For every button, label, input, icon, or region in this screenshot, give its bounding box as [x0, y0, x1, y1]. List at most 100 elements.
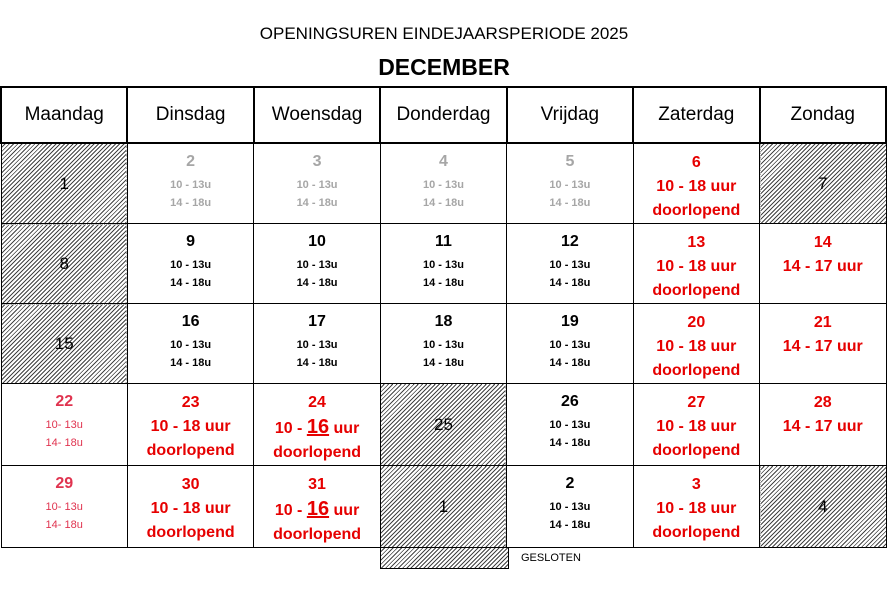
day-cell: 28 14 - 17 uur	[759, 383, 887, 466]
day-number: 29	[55, 475, 74, 492]
day-number: 3	[691, 476, 701, 493]
opening-hours: 10 - 13u	[296, 259, 338, 271]
opening-hours: 14 - 17 uur	[782, 418, 863, 435]
week-row: 1 2 10 - 13u 14 - 18u 3 10 - 13u 14 - 18u 4 10 -…	[0, 142, 887, 224]
day-cell: 8	[0, 223, 128, 304]
weekday-header: Zaterdag	[632, 86, 761, 144]
day-cell: 30 10 - 18 uur doorlopend	[126, 465, 255, 548]
opening-hours: doorlopend	[273, 444, 362, 461]
month-title: DECEMBER	[378, 54, 510, 80]
day-number: 19	[561, 313, 579, 330]
week-row: 29 10- 13u 14- 18u 30 10 - 18 uur doorlopend 3…	[0, 465, 887, 548]
opening-hours: doorlopend	[146, 442, 235, 459]
opening-hours: doorlopend	[652, 282, 741, 299]
day-cell: 6 10 - 18 uur doorlopend	[632, 142, 761, 224]
week-row: 8 9 10 - 13u 14 - 18u 10 10 - 13u 14 - 18u 11 10…	[0, 223, 887, 304]
weekday-header: Donderdag	[379, 86, 508, 144]
day-number: 28	[813, 394, 832, 411]
opening-hours: 10 - 16 uur	[254, 497, 379, 523]
opening-hours: 14 - 18u	[296, 357, 338, 369]
weekday-header: Woensdag	[252, 86, 382, 144]
day-cell: 20 10 - 18 uur doorlopend	[632, 303, 761, 384]
opening-hours: 10 - 13u	[170, 259, 212, 271]
day-cell: 5 10 - 13u 14 - 18u	[506, 142, 634, 224]
hours-unit: uur	[329, 420, 360, 437]
calendar-table: Maandag Dinsdag Woensdag Donderdag Vrijdag Za…	[0, 86, 888, 548]
day-number: 1	[59, 173, 69, 193]
day-number: 4	[439, 153, 448, 170]
opening-hours: 14 - 18u	[549, 357, 591, 369]
day-cell: 1	[379, 465, 508, 548]
day-cell: 4	[759, 465, 887, 548]
opening-hours: 10 - 13u	[296, 339, 338, 351]
opening-hours: 14 - 18u	[549, 437, 591, 449]
opening-hours: 10 - 13u	[549, 339, 591, 351]
day-cell: 31 10 - 16 uur doorlopend	[253, 465, 381, 548]
day-number: 8	[59, 253, 69, 273]
day-cell: 4 10 - 13u 14 - 18u	[379, 142, 508, 224]
hours-end-emphasized: 16	[306, 416, 330, 438]
opening-hours: 10 - 18 uur	[656, 178, 737, 195]
day-number: 23	[181, 394, 200, 411]
day-cell: 3 10 - 18 uur doorlopend	[632, 465, 761, 548]
opening-hours: 10 - 18 uur	[656, 338, 737, 355]
weekday-header: Maandag	[0, 86, 129, 144]
opening-hours: 10 - 13u	[549, 179, 591, 191]
opening-hours: 14 - 18u	[170, 277, 212, 289]
opening-hours: 10 - 18 uur	[150, 500, 231, 517]
opening-hours: 14 - 18u	[549, 277, 591, 289]
day-number: 24	[308, 394, 326, 411]
day-cell: 9 10 - 13u 14 - 18u	[126, 223, 255, 304]
opening-hours: 10 - 13u	[549, 259, 591, 271]
opening-hours: 14 - 18u	[422, 357, 464, 369]
day-cell: 22 10- 13u 14- 18u	[0, 383, 128, 466]
opening-hours: 10- 13u	[45, 419, 83, 431]
opening-hours: doorlopend	[146, 524, 235, 541]
day-number: 30	[181, 476, 200, 493]
opening-hours: doorlopend	[652, 442, 741, 459]
day-number: 17	[308, 313, 326, 330]
opening-hours: 14 - 18u	[422, 277, 464, 289]
opening-hours: 14 - 18u	[549, 197, 591, 209]
week-row: 22 10- 13u 14- 18u 23 10 - 18 uur doorlopend 2…	[0, 383, 887, 466]
weekday-header-row: Maandag Dinsdag Woensdag Donderdag Vrijdag Za…	[0, 86, 888, 144]
day-cell: 7	[759, 142, 887, 224]
day-number: 12	[561, 233, 579, 250]
weekday-header: Vrijdag	[505, 86, 635, 144]
day-cell: 27 10 - 18 uur doorlopend	[632, 383, 761, 466]
opening-hours: 14 - 17 uur	[782, 258, 863, 275]
day-number: 26	[561, 393, 579, 410]
opening-hours: doorlopend	[652, 202, 741, 219]
day-number: 27	[687, 394, 706, 411]
opening-hours: 14 - 18u	[296, 277, 338, 289]
day-cell: 19 10 - 13u 14 - 18u	[506, 303, 634, 384]
closed-legend-label: GESLOTEN	[521, 552, 581, 564]
opening-hours: 10 - 13u	[422, 179, 464, 191]
opening-hours: 14 - 17 uur	[782, 338, 863, 355]
day-cell: 29 10- 13u 14- 18u	[0, 465, 128, 548]
day-cell: 18 10 - 13u 14 - 18u	[379, 303, 508, 384]
opening-hours: 10 - 18 uur	[656, 258, 737, 275]
opening-hours: 10 - 13u	[170, 339, 212, 351]
opening-hours: 10 - 13u	[549, 419, 591, 431]
day-number: 18	[434, 313, 453, 330]
day-number: 7	[818, 173, 828, 193]
opening-hours: doorlopend	[652, 362, 741, 379]
day-number: 25	[434, 414, 453, 434]
day-number: 21	[813, 314, 832, 331]
closed-legend-swatch	[380, 547, 509, 569]
opening-hours: 10 - 16 uur	[254, 415, 379, 441]
opening-hours: 10 - 18 uur	[656, 418, 737, 435]
day-number: 11	[435, 233, 452, 250]
day-cell: 2 10 - 13u 14 - 18u	[506, 465, 634, 548]
opening-hours: doorlopend	[652, 524, 741, 541]
hours-start: 10 -	[274, 420, 307, 437]
week-row: 15 16 10 - 13u 14 - 18u 17 10 - 13u 14 - 18u 18…	[0, 303, 887, 384]
opening-hours: 10 - 13u	[549, 501, 591, 513]
opening-hours: 10 - 13u	[296, 179, 338, 191]
opening-hours: 14 - 18u	[170, 197, 212, 209]
document-title: OPENINGSUREN EINDEJAARSPERIODE 2025	[259, 24, 629, 43]
day-number: 3	[312, 153, 322, 170]
day-number: 16	[181, 313, 200, 330]
day-cell: 15	[0, 303, 128, 384]
